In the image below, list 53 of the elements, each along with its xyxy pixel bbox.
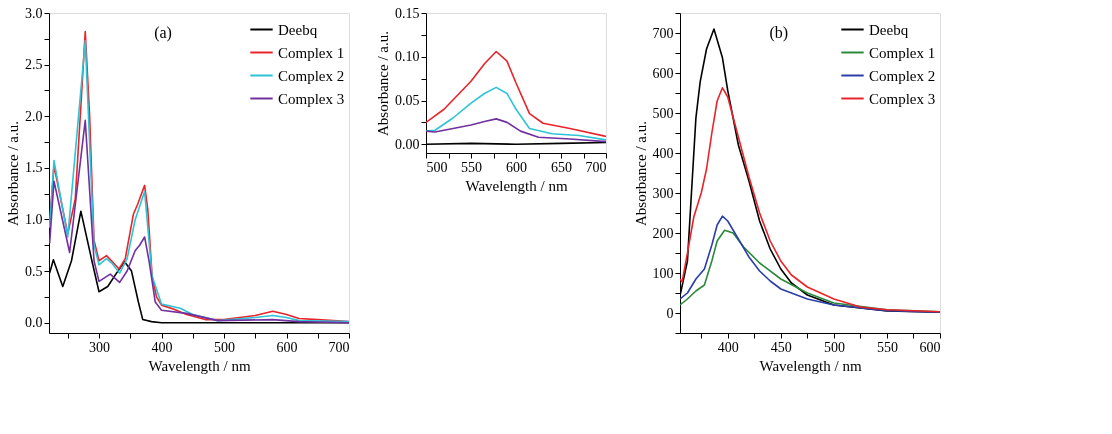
y-tick-label: 3.0 (25, 5, 43, 21)
y-tick-label: 2.0 (25, 108, 43, 124)
legend-label: Complex 1 (278, 44, 345, 61)
line-series (426, 50, 606, 138)
legend-label: Complex 1 (869, 44, 936, 61)
line-series (680, 87, 940, 313)
x-axis-title: Wavelength / nm (465, 177, 568, 194)
legend-label: Deebq (869, 21, 909, 38)
x-tick-label: 450 (770, 339, 792, 355)
y-tick-label: 300 (652, 185, 674, 201)
x-tick-label: 500 (214, 339, 235, 355)
y-tick-label: 0.05 (395, 93, 420, 108)
x-tick-label: 300 (89, 339, 110, 355)
y-tick-label: 500 (652, 105, 674, 121)
x-tick-label: 650 (551, 159, 572, 175)
x-tick-label: 500 (823, 339, 845, 355)
y-axis-title: Absorbance / a.u. (375, 31, 391, 136)
x-tick-label: 600 (276, 339, 298, 355)
x-tick-label: 700 (585, 159, 607, 175)
x-tick-label: 600 (919, 339, 941, 355)
legend-label: Complex 3 (278, 90, 345, 107)
y-tick-label: 100 (652, 265, 674, 281)
y-tick-label: 600 (652, 65, 674, 81)
y-tick-label: 2.5 (25, 57, 43, 73)
y-tick-label: 0.00 (395, 136, 420, 152)
y-tick-label: 200 (652, 225, 674, 241)
x-tick-label: 700 (328, 339, 350, 355)
y-tick-label: 1.5 (25, 160, 43, 176)
y-tick-label: 700 (652, 25, 674, 41)
x-tick-label: 550 (876, 339, 898, 355)
x-axis-title: Wavelength / nm (148, 357, 251, 374)
x-tick-label: 550 (461, 159, 482, 175)
legend-label: Complex 3 (869, 90, 936, 107)
annotation: (a) (154, 24, 172, 42)
y-axis-title: Absorbance / a.u. (5, 121, 21, 226)
x-tick-label: 400 (151, 339, 173, 355)
y-tick-label: 0.15 (395, 5, 420, 21)
y-tick-label: 0.5 (25, 263, 43, 279)
line-series (426, 86, 606, 141)
x-tick-label: 400 (717, 339, 739, 355)
legend-label: Complex 2 (869, 67, 936, 84)
y-tick-label: 0 (666, 305, 674, 321)
y-tick-label: 0.0 (25, 315, 43, 331)
x-tick-label: 500 (426, 159, 448, 175)
x-axis-title: Wavelength / nm (759, 357, 862, 374)
y-axis-title: Absorbance / a.u. (632, 121, 649, 226)
y-tick-label: 0.10 (395, 49, 420, 65)
y-tick-label: 1.0 (25, 211, 43, 227)
x-tick-label: 600 (506, 159, 527, 175)
legend-label: Complex 2 (278, 67, 345, 84)
y-tick-label: 400 (652, 145, 674, 161)
annotation: (b) (769, 24, 789, 42)
legend-label: Deebq (278, 21, 318, 38)
